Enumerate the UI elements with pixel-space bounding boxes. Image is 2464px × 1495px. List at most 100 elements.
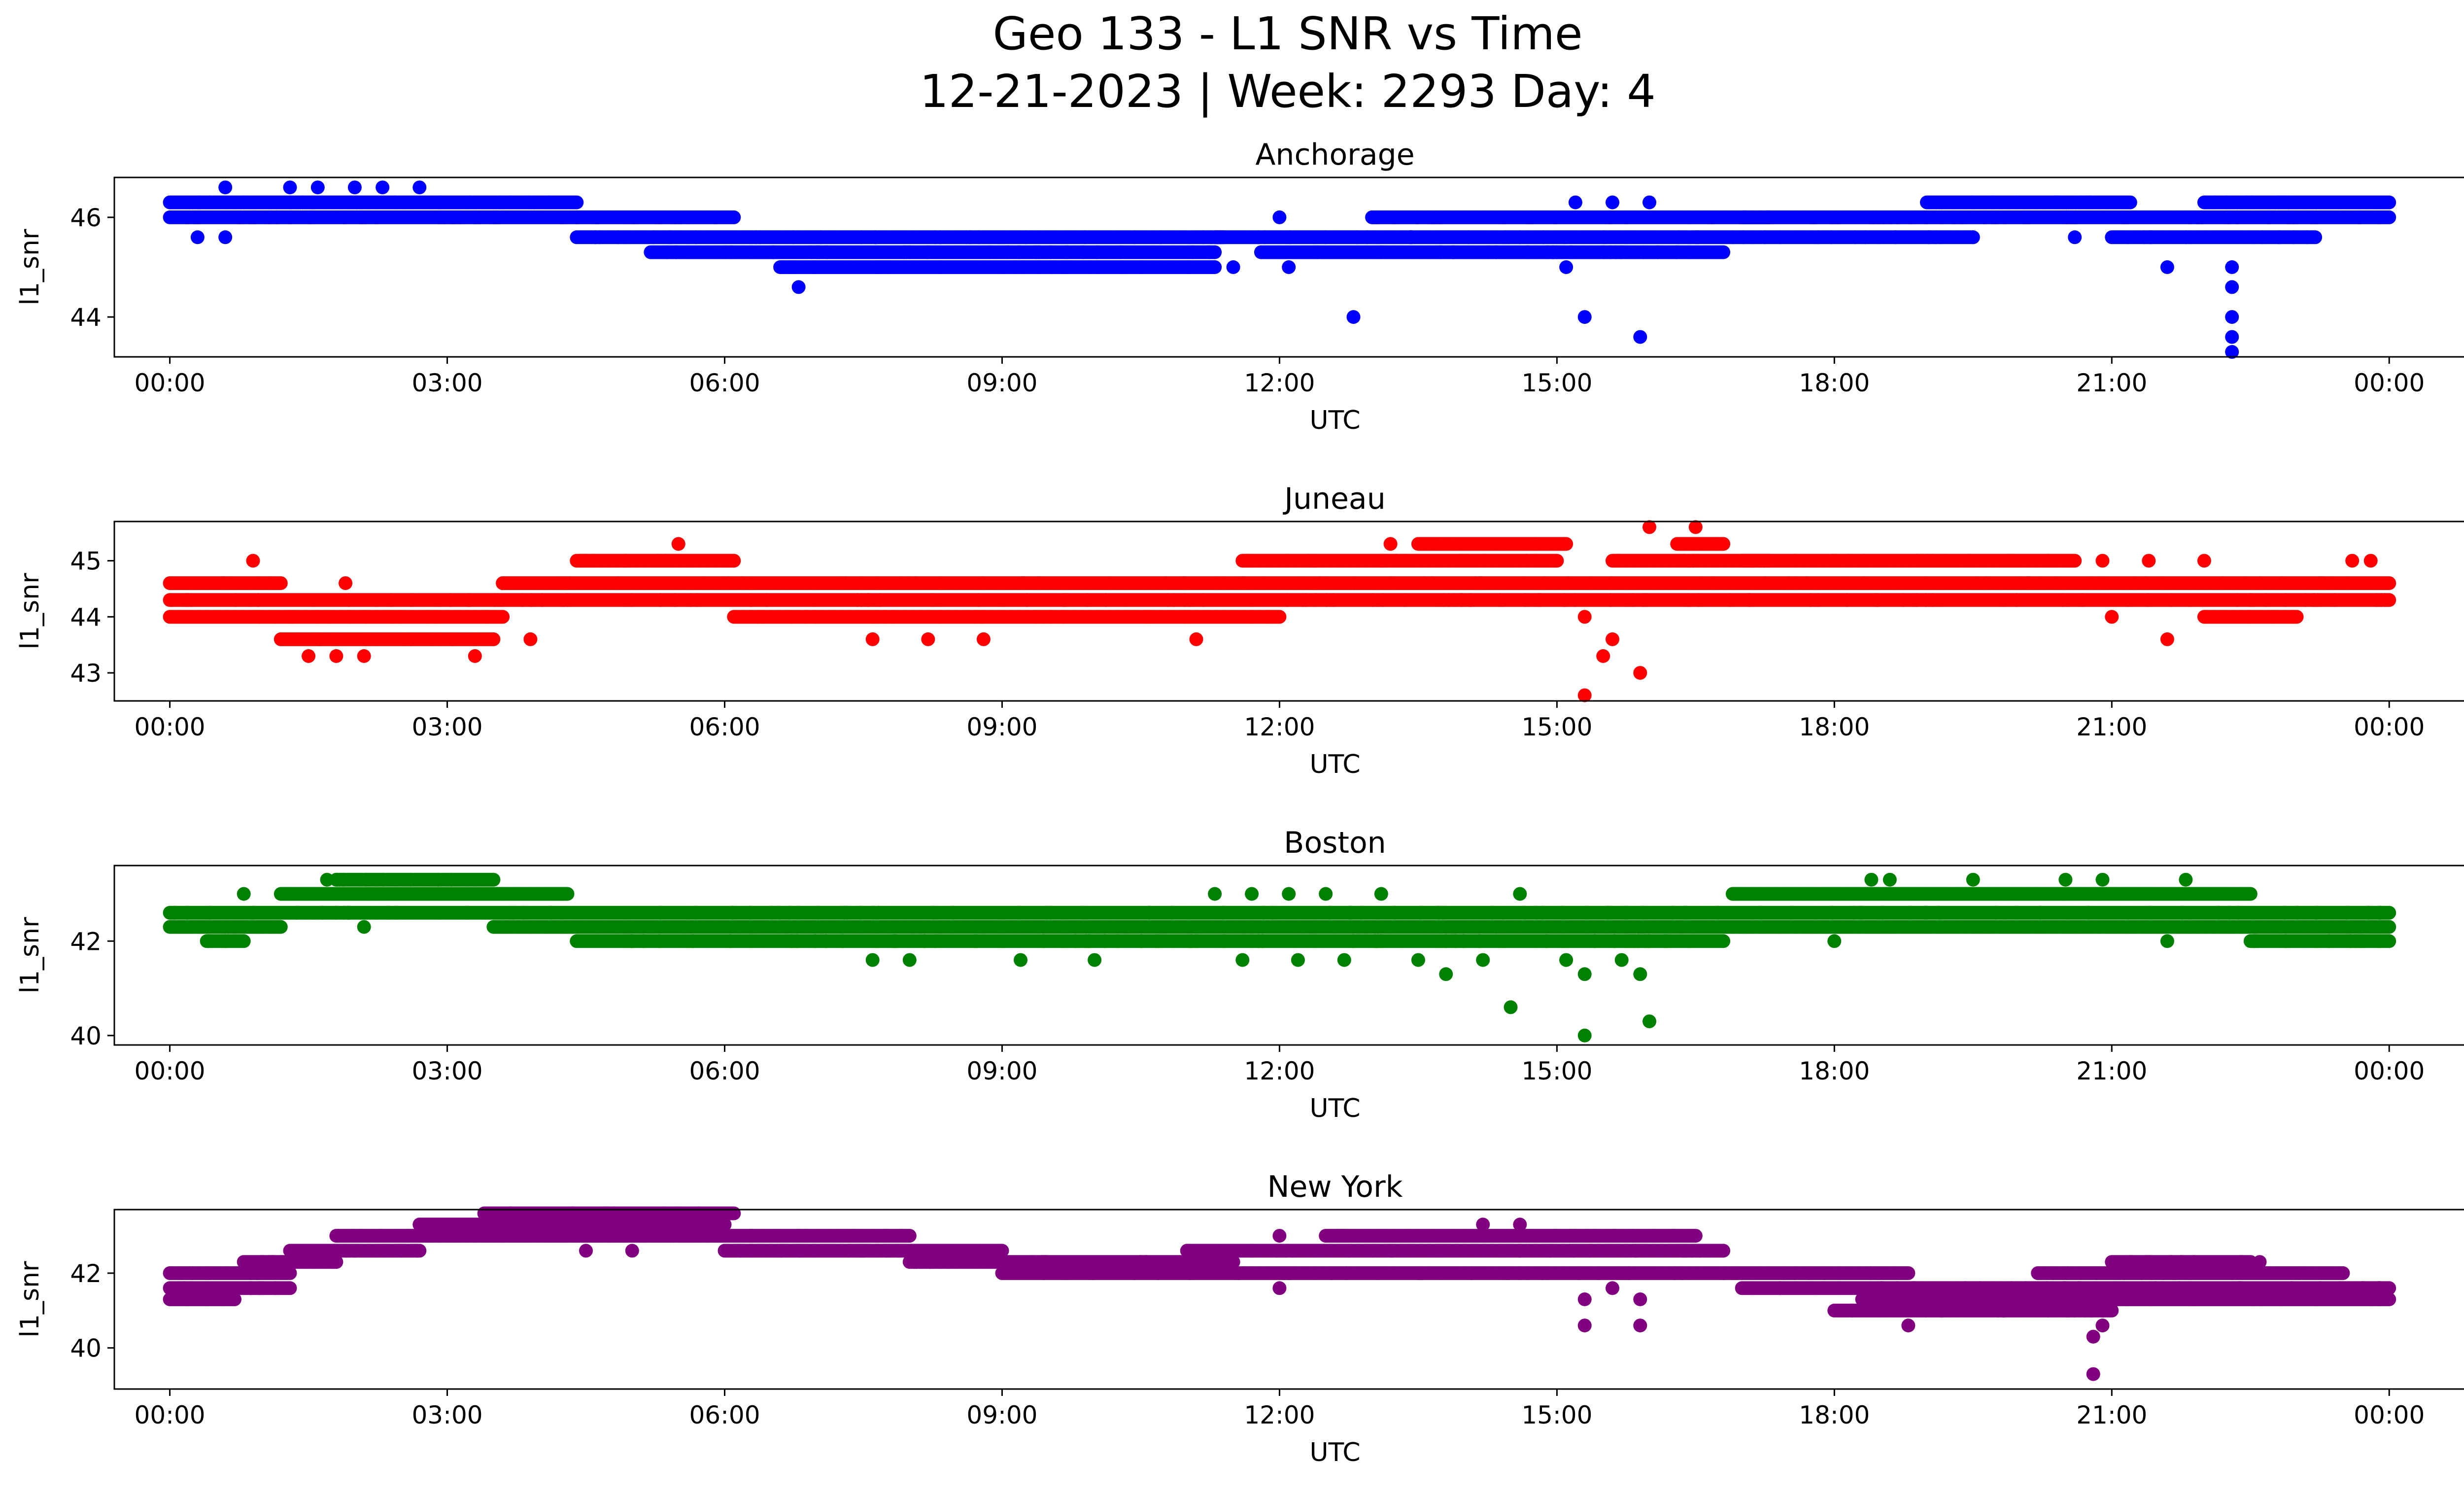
data-point	[304, 210, 318, 224]
data-point	[647, 230, 661, 244]
data-point	[1689, 230, 1703, 244]
data-point	[310, 180, 325, 195]
data-point	[191, 210, 205, 224]
data-point	[807, 260, 821, 274]
data-point	[1114, 260, 1129, 274]
data-point	[1888, 230, 1902, 244]
data-point	[487, 593, 502, 607]
data-point	[2287, 230, 2301, 244]
x-tick-label: 03:00	[411, 369, 482, 397]
data-point	[252, 610, 267, 624]
data-point	[1866, 210, 1880, 224]
data-point	[570, 195, 584, 209]
data-point	[2068, 230, 2082, 244]
data-point	[2282, 210, 2296, 224]
data-point	[181, 593, 195, 607]
data-point	[218, 230, 233, 244]
data-point	[1251, 230, 1266, 244]
figure-title-line-2: 12-21-2023 | Week: 2293 Day: 4	[920, 65, 1656, 118]
data-point	[438, 210, 452, 224]
data-point	[443, 593, 457, 607]
x-tick-label: 21:00	[2076, 369, 2147, 397]
data-point	[1773, 230, 1787, 244]
data-point	[447, 210, 462, 224]
data-point	[412, 180, 427, 195]
data-point	[1060, 245, 1074, 259]
marker-band	[1254, 245, 1731, 259]
data-point	[1001, 245, 1015, 259]
data-point	[1350, 230, 1364, 244]
data-point	[251, 593, 266, 607]
data-point	[1564, 245, 1578, 259]
data-point	[285, 610, 299, 624]
data-point	[1319, 230, 1333, 244]
data-point	[1489, 245, 1503, 259]
data-point	[709, 210, 723, 224]
data-point	[651, 210, 666, 224]
data-point	[2059, 210, 2074, 224]
data-point	[190, 230, 205, 244]
marker-band	[1208, 230, 1980, 244]
data-point	[791, 280, 806, 294]
data-point	[392, 610, 406, 624]
data-point	[814, 230, 828, 244]
data-point	[1128, 230, 1141, 244]
data-point	[1009, 260, 1023, 274]
data-point	[1135, 260, 1149, 274]
data-point	[727, 210, 741, 224]
marker-band	[163, 576, 288, 591]
data-point	[306, 195, 320, 209]
data-point	[1921, 230, 1935, 244]
data-point	[2207, 195, 2222, 209]
data-point	[237, 195, 251, 209]
data-point	[1186, 245, 1200, 259]
data-point	[627, 210, 642, 224]
data-point	[1367, 210, 1381, 224]
data-point	[542, 195, 556, 209]
data-point	[2144, 230, 2158, 244]
data-point	[216, 576, 231, 591]
data-point	[786, 230, 800, 244]
data-point	[388, 195, 402, 209]
data-point	[2194, 210, 2209, 224]
data-point	[355, 210, 370, 224]
marker-band	[163, 210, 584, 224]
data-point	[928, 230, 942, 244]
data-point	[218, 180, 233, 195]
data-point	[1758, 230, 1772, 244]
data-point	[1650, 245, 1665, 259]
data-point	[2051, 195, 2065, 209]
data-point	[589, 210, 603, 224]
data-point	[295, 195, 309, 209]
data-point	[1078, 230, 1093, 244]
x-tick-label: 06:00	[689, 369, 760, 397]
y-tick-label: 44	[70, 303, 102, 332]
x-tick-label: 09:00	[966, 369, 1037, 397]
data-point	[2353, 210, 2367, 224]
data-point	[664, 230, 679, 244]
data-point	[1824, 230, 1838, 244]
data-point	[868, 230, 883, 244]
data-point	[1559, 260, 1574, 274]
marker-band	[2197, 195, 2396, 209]
data-point	[2271, 230, 2286, 244]
data-point	[2261, 210, 2276, 224]
data-point	[2382, 210, 2396, 224]
data-point	[1019, 230, 1033, 244]
data-point	[473, 210, 487, 224]
data-point	[719, 245, 733, 259]
data-point	[283, 210, 298, 224]
data-point	[2230, 210, 2244, 224]
data-point	[515, 593, 530, 607]
data-point	[1521, 245, 1535, 259]
data-point	[1202, 245, 1217, 259]
data-point	[2225, 310, 2239, 324]
data-point	[812, 245, 826, 259]
data-point	[2179, 230, 2193, 244]
data-point	[322, 610, 337, 624]
data-point	[1966, 230, 1980, 244]
data-point	[1716, 245, 1731, 259]
data-point	[328, 632, 342, 646]
data-point	[1044, 245, 1058, 259]
